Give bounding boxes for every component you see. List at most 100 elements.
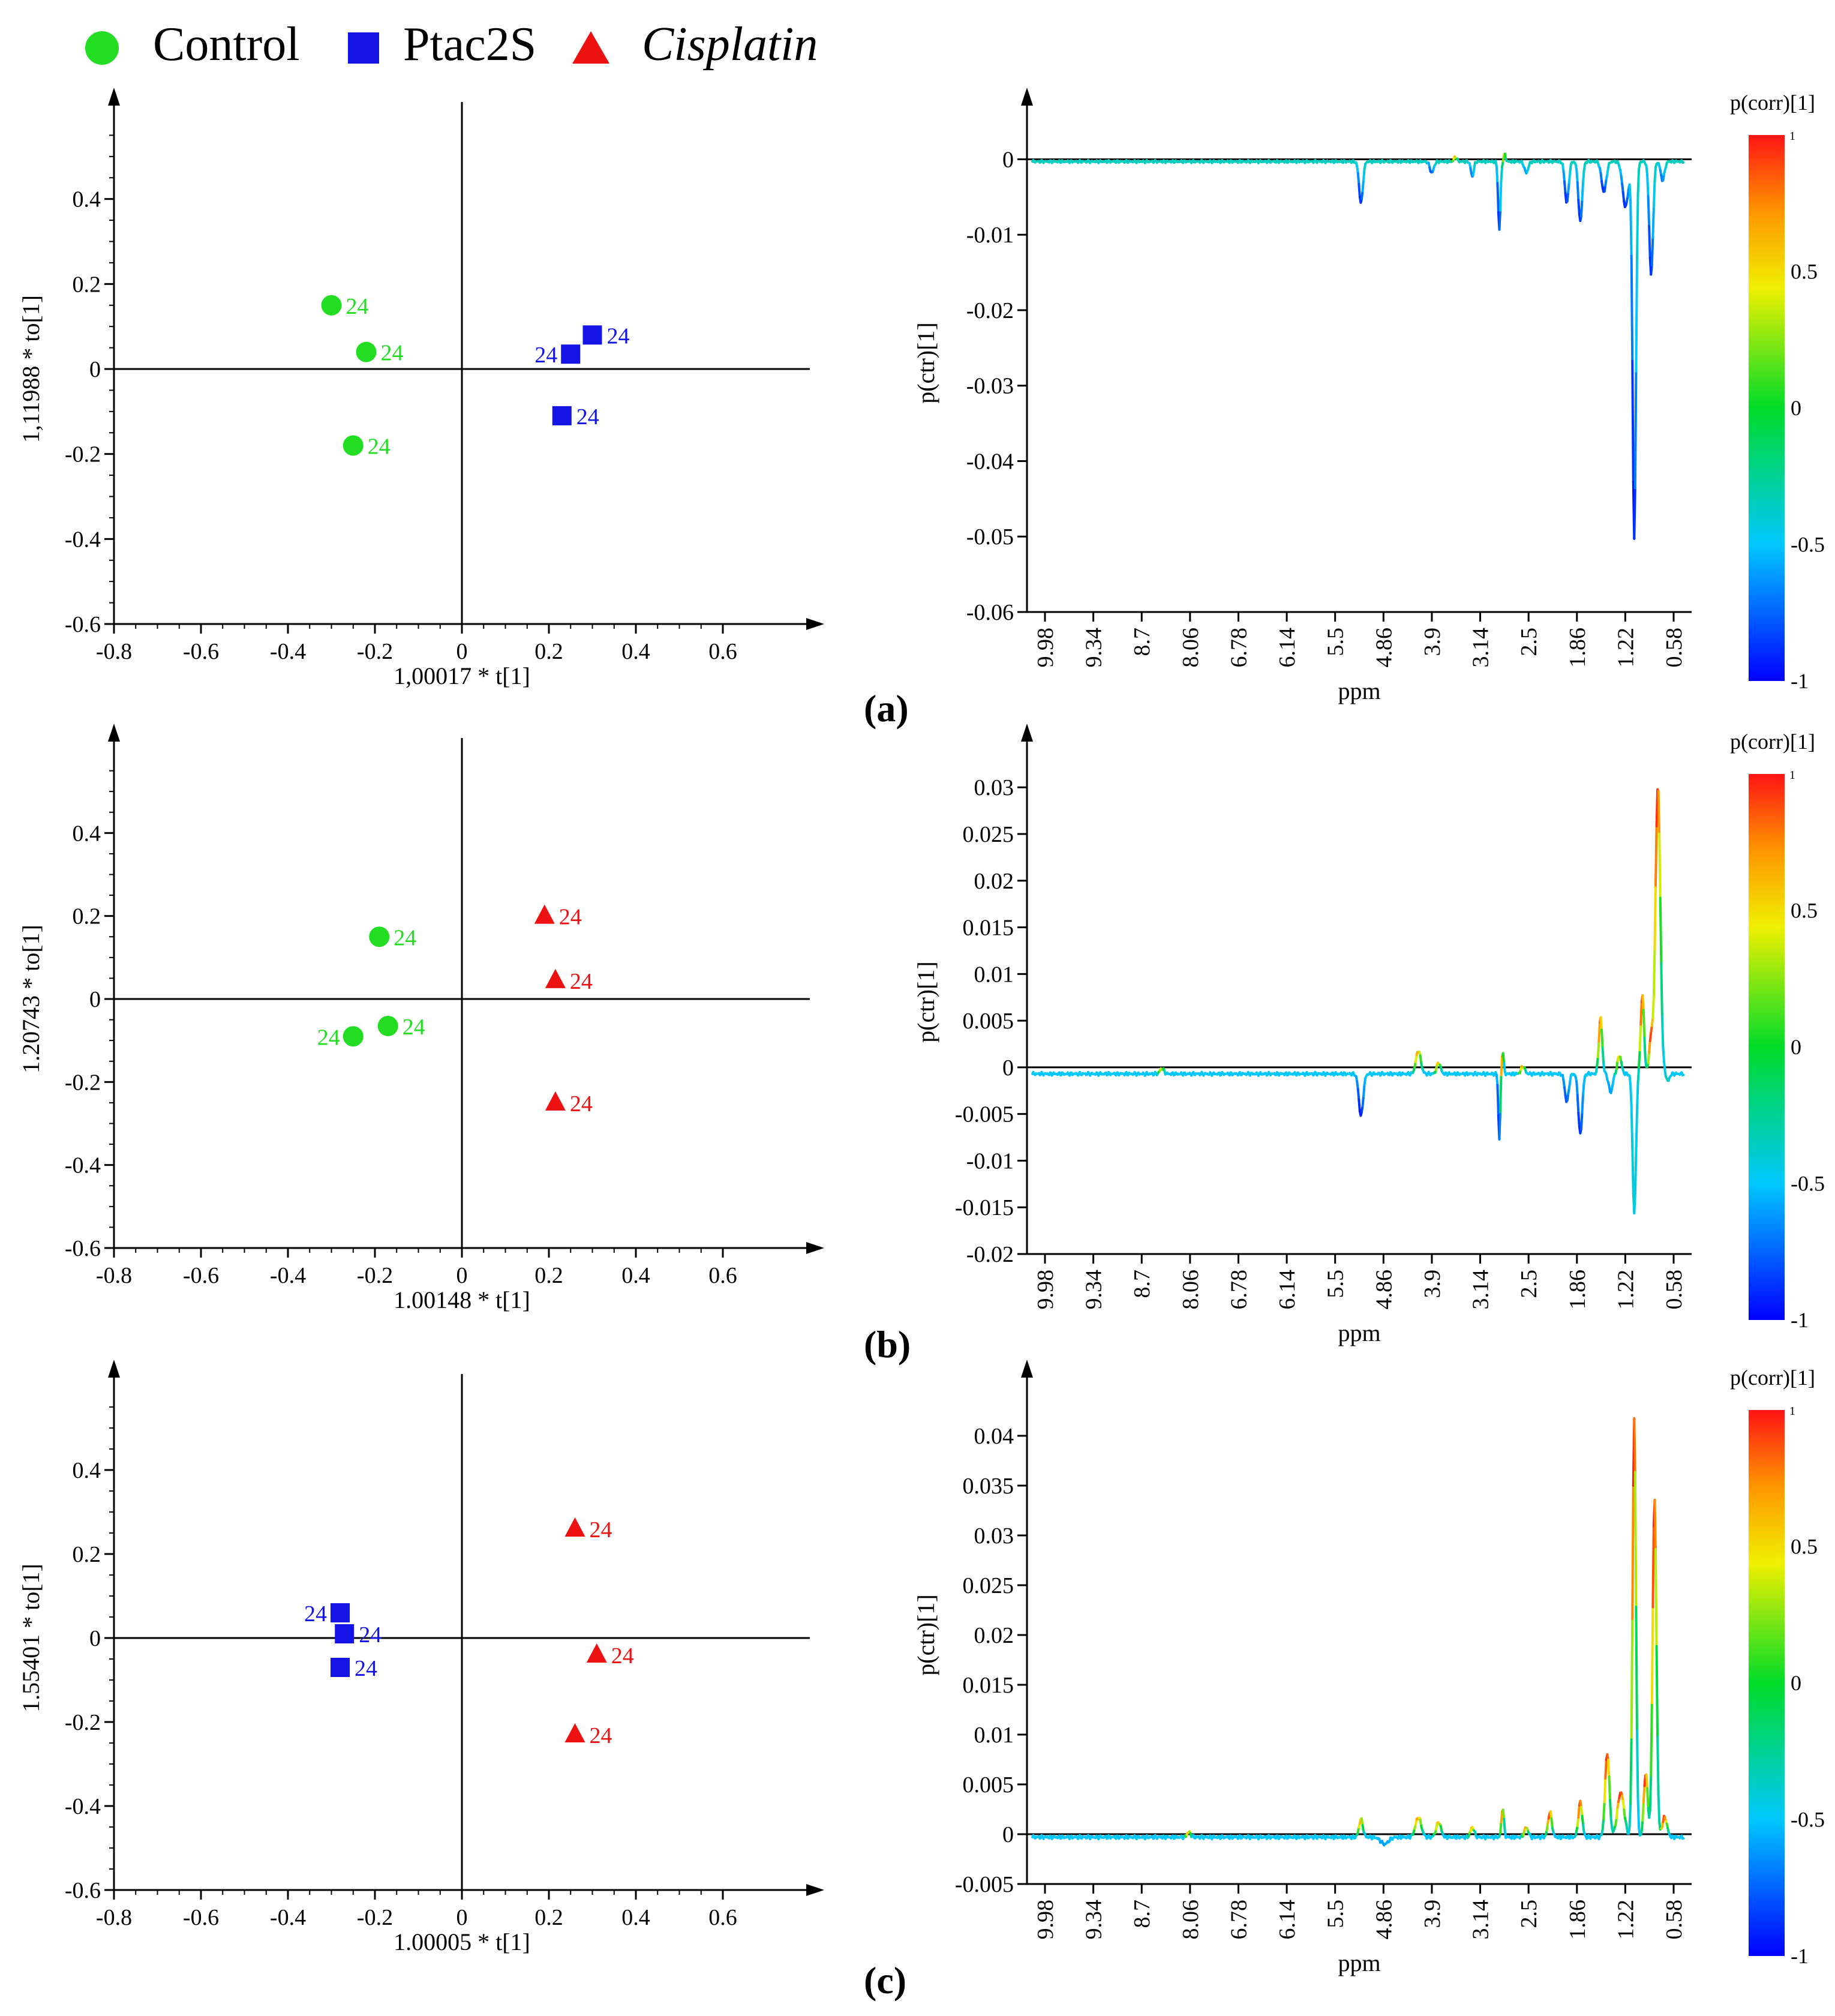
y-axis-arrow — [1021, 88, 1033, 106]
spectrum-segment — [1496, 1084, 1500, 1117]
point-label: 24 — [570, 1091, 593, 1117]
x-tick-label: 5.5 — [1323, 628, 1349, 656]
spectrum-segment — [1628, 183, 1632, 203]
y-tick-label: -0.2 — [65, 442, 101, 467]
x-tick-label: 0.2 — [534, 1905, 563, 1930]
spectrum-segment — [1655, 1645, 1659, 1738]
colorbar-tick-label: -0.5 — [1791, 1808, 1825, 1832]
x-tick-label: 3.14 — [1468, 628, 1494, 668]
spectrum-segment — [1581, 181, 1585, 202]
spectrum-segment — [1566, 191, 1570, 203]
spectrum-segment — [1604, 1759, 1608, 1780]
x-tick-label: 0.6 — [708, 1905, 737, 1930]
point-label: 24 — [607, 323, 630, 349]
x-tick-label: 9.98 — [1033, 628, 1058, 668]
spectrum-segment — [1597, 1021, 1601, 1043]
point-label: 24 — [611, 1643, 634, 1669]
x-axis-arrow — [806, 1242, 824, 1254]
spectrum-segment — [1599, 172, 1603, 183]
x-tick-label: 9.98 — [1033, 1270, 1058, 1310]
y-tick-label: 0.01 — [974, 962, 1014, 987]
spectrum-segment — [1562, 1079, 1566, 1089]
legend-marker-control — [85, 31, 119, 65]
colorbar-tick-top: 1 — [1789, 769, 1795, 782]
y-tick-label: 0 — [89, 1626, 101, 1651]
y-tick-label: -0.01 — [966, 223, 1014, 248]
spectrum-segment — [1563, 180, 1567, 195]
panel-label-c: (c) — [864, 1959, 906, 2002]
spectrum-segment — [1500, 1810, 1504, 1824]
y-tick-label: 0.03 — [974, 775, 1014, 800]
data-point-ptac2s — [331, 1658, 350, 1677]
spectrum-segment — [1648, 1040, 1651, 1054]
spectrum-segment — [1499, 1073, 1503, 1114]
spectrum-segment — [1641, 994, 1645, 1012]
spectrum-segment — [1577, 199, 1581, 215]
x-tick-label: 0.2 — [534, 1263, 563, 1288]
spectrum-segment — [1615, 1060, 1619, 1070]
spectrum-segment — [1653, 1498, 1657, 1551]
point-label: 24 — [381, 341, 404, 366]
spectrum-segment — [1652, 948, 1656, 998]
spectrum-segment — [1656, 1735, 1660, 1796]
data-point-cisplatin — [564, 1723, 585, 1742]
spectrum-segment — [1419, 1054, 1423, 1065]
spectrum-segment — [1653, 884, 1657, 951]
spectrum-segment — [1650, 263, 1653, 276]
spectrum-segment — [1648, 1809, 1651, 1819]
x-tick-label: 2.5 — [1516, 628, 1542, 656]
y-tick-label: 0.04 — [974, 1424, 1014, 1449]
spectrum-segment — [1500, 165, 1504, 182]
point-label: 24 — [317, 1025, 340, 1050]
x-tick-label: 6.14 — [1275, 628, 1300, 668]
score-plot-b: -0.8 -0.6 -0.4 -0.2 0 0.2 0.4 0.6-0.6-0.4-0.200… — [17, 724, 824, 1313]
x-tick-label: 4.86 — [1371, 1270, 1396, 1310]
colorbar: p(corr)[1] 1 0.5 0 -0.5 -1 — [1730, 1366, 1825, 1968]
spectrum-segment — [1579, 1111, 1584, 1130]
colorbar-tick-label: 0 — [1791, 396, 1801, 420]
spectrum-segment — [1362, 167, 1366, 181]
spectrum-segment — [1358, 1098, 1361, 1113]
spectrum-segment — [1608, 1799, 1612, 1820]
spectrum-segment — [1601, 1817, 1605, 1831]
spectrum-segment — [1652, 180, 1656, 209]
panel-label-a: (a) — [864, 687, 909, 730]
x-tick-label: 0 — [457, 639, 468, 664]
spectrum-segment — [1503, 1061, 1506, 1073]
x-tick-label: 0.58 — [1662, 628, 1687, 668]
point-label: 24 — [346, 294, 369, 319]
x-tick-label: 9.34 — [1082, 1900, 1107, 1940]
x-tick-label: 3.14 — [1468, 1900, 1494, 1940]
y-tick-label: -0.015 — [955, 1195, 1014, 1220]
point-label: 24 — [359, 1622, 382, 1648]
legend: Control Ptac2S Cisplatin — [85, 18, 818, 71]
spectrum-segment — [1642, 1784, 1646, 1804]
y-tick-label: 0 — [89, 357, 101, 382]
x-tick-label: 8.06 — [1178, 1270, 1203, 1310]
loading-plot-c: 0.04 0.035 0.03 0.025 0.02 0.015 0.01 0.005 0 -0.… — [912, 1360, 1825, 1976]
y-tick-label: 0.035 — [963, 1474, 1014, 1499]
x-tick-label: 0.6 — [708, 639, 737, 664]
y-axis-title: 1,11988 * to[1] — [17, 295, 44, 443]
spectrum-segment — [1501, 1052, 1506, 1064]
y-tick-label: -0.06 — [966, 600, 1014, 625]
colorbar-gradient-rect — [1749, 774, 1785, 1320]
y-axis-title: p(ctr)[1] — [912, 961, 939, 1042]
spectrum-segment — [1650, 1702, 1653, 1777]
legend-marker-cisplatin — [572, 31, 609, 64]
data-point-control — [343, 1026, 364, 1047]
spectrum-segment — [1633, 1417, 1636, 1474]
x-axis-arrow — [806, 1884, 824, 1896]
y-tick-label: 0.025 — [963, 822, 1014, 847]
spectrum-segment — [1577, 1804, 1581, 1819]
data-point-cisplatin — [545, 1091, 566, 1111]
spectrum-segment — [1633, 487, 1636, 540]
y-tick-label: -0.01 — [966, 1148, 1014, 1174]
spectrum-segment — [1356, 1088, 1361, 1101]
colorbar-tick-label: -0.5 — [1791, 533, 1825, 557]
data-point-control — [343, 435, 364, 456]
x-tick-label: 0.2 — [534, 639, 563, 664]
spectrum-segment — [1635, 1109, 1638, 1154]
score-plot-a: -0.8 -0.6 -0.4 -0.2 0 0.2 0.4 0.6-0.6-0.4-0.200… — [17, 88, 824, 689]
